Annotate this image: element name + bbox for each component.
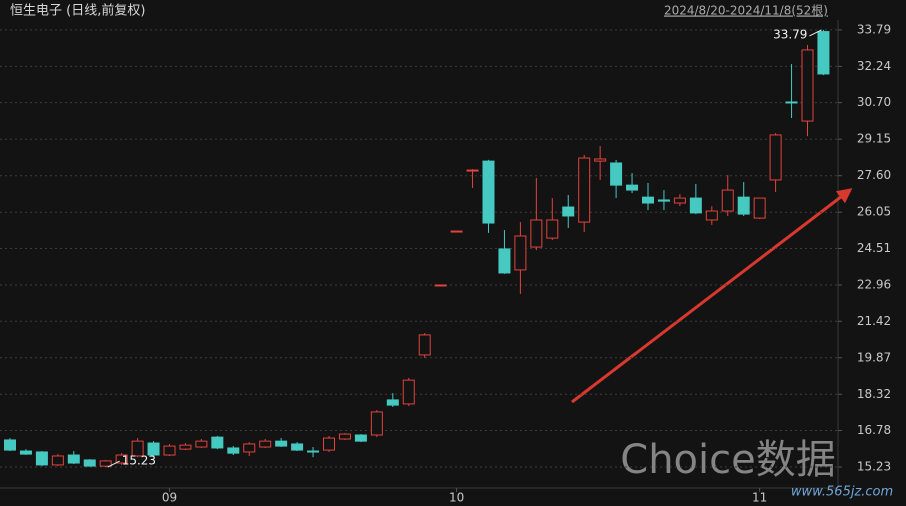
low-pointer <box>107 460 120 468</box>
x-tick-label: 11 <box>752 491 767 505</box>
y-tick-label: 30.70 <box>857 95 891 109</box>
candle-body <box>434 284 447 287</box>
high-label: 33.79 <box>773 27 807 41</box>
y-tick-label: 18.32 <box>857 387 891 401</box>
y-tick-label: 22.96 <box>857 277 891 291</box>
candle-body <box>195 440 208 448</box>
candle-body <box>131 440 144 457</box>
candle-body <box>546 219 559 239</box>
candle-body <box>817 31 830 75</box>
candle-body <box>179 444 192 450</box>
candle-body <box>259 440 272 448</box>
candle-body <box>323 437 335 451</box>
candle-body <box>227 447 240 454</box>
candle-body <box>610 162 623 186</box>
candle-body <box>35 451 48 466</box>
y-tick-label: 32.24 <box>857 59 891 73</box>
candle-body <box>83 459 96 467</box>
candle-body <box>626 184 639 191</box>
candle-body <box>801 49 814 122</box>
candle-body <box>147 442 160 456</box>
candle-body <box>673 197 686 204</box>
y-tick-label: 19.87 <box>857 350 891 364</box>
y-tick-label: 24.51 <box>857 241 891 255</box>
candle-body <box>753 197 766 219</box>
candle-body <box>99 460 112 467</box>
watermark: Choice数据 <box>620 437 835 483</box>
high-pointer <box>809 29 822 37</box>
candle-body <box>67 454 80 464</box>
y-tick-label: 26.05 <box>857 205 891 219</box>
candle-body <box>402 379 415 405</box>
candle-body <box>19 450 32 455</box>
candle-body <box>785 101 798 104</box>
candle-body <box>275 440 288 447</box>
candle-body <box>386 399 399 406</box>
candle-body <box>705 210 718 221</box>
candle-body <box>466 169 479 172</box>
candle-body <box>721 189 734 212</box>
candle-body <box>4 439 16 451</box>
trend-arrow <box>571 188 853 404</box>
candle-body <box>450 230 463 233</box>
y-tick-label: 16.78 <box>857 423 891 437</box>
candle-body <box>307 450 320 453</box>
candle-body <box>578 157 591 223</box>
candle-body <box>689 197 702 214</box>
candle-body <box>51 455 64 466</box>
x-tick-label: 09 <box>162 491 177 505</box>
y-tick-label: 27.60 <box>857 168 891 182</box>
candle-body <box>769 134 782 181</box>
candle-body <box>211 436 224 449</box>
y-tick-label: 21.42 <box>857 314 891 328</box>
candle-body <box>115 454 128 464</box>
low-label: 15.23 <box>122 454 156 468</box>
y-tick-label: 33.79 <box>857 22 891 36</box>
candle-body <box>338 433 351 440</box>
candle-body <box>370 411 383 436</box>
candle-body <box>482 160 495 224</box>
candle-body <box>530 219 543 248</box>
candle-body <box>642 196 654 204</box>
x-tick-label: 10 <box>449 491 464 505</box>
candle-body <box>498 248 511 274</box>
candle-body <box>418 334 431 356</box>
candle-body <box>243 443 256 453</box>
chart-subtitle: 2024/8/20-2024/11/8(52根) <box>664 4 828 18</box>
candle-body <box>657 199 670 202</box>
candle-body <box>163 445 176 456</box>
candle-body <box>737 196 750 215</box>
candle-body <box>291 443 304 451</box>
y-tick-label: 15.23 <box>857 460 891 474</box>
candle-body <box>354 434 367 442</box>
candle-body <box>514 235 527 271</box>
chart-title: 恒生电子 (日线,前复权) <box>10 3 145 19</box>
watermark-url: www.565jz.com <box>791 485 893 500</box>
candle-body <box>562 206 575 217</box>
y-tick-label: 29.15 <box>857 132 891 146</box>
candle-body <box>594 158 607 162</box>
